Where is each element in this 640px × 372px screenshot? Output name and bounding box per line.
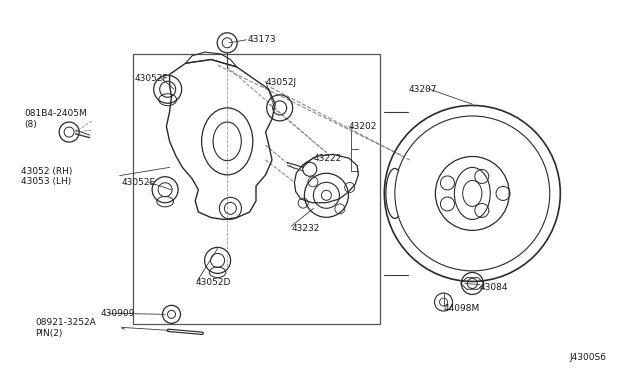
Text: 43052 (RH)
43053 (LH): 43052 (RH) 43053 (LH) (21, 167, 72, 186)
Text: 43052E: 43052E (122, 178, 156, 187)
Text: 44098M: 44098M (444, 304, 480, 312)
Text: 43207: 43207 (408, 85, 437, 94)
Text: 43202: 43202 (349, 122, 377, 131)
Text: 43052J: 43052J (266, 78, 297, 87)
Text: 43052F: 43052F (134, 74, 168, 83)
Text: 081B4-2405M
(8): 081B4-2405M (8) (24, 109, 87, 129)
Text: 43052D: 43052D (195, 278, 230, 287)
Text: 08921-3252A
PIN(2): 08921-3252A PIN(2) (35, 318, 96, 338)
Text: J4300S6: J4300S6 (570, 353, 607, 362)
Text: 43173: 43173 (248, 35, 276, 44)
Bar (133, 54, 380, 324)
Text: 43222: 43222 (314, 154, 342, 163)
Text: 430909: 430909 (100, 309, 135, 318)
Text: 43084: 43084 (480, 283, 509, 292)
Text: 43232: 43232 (291, 224, 319, 233)
